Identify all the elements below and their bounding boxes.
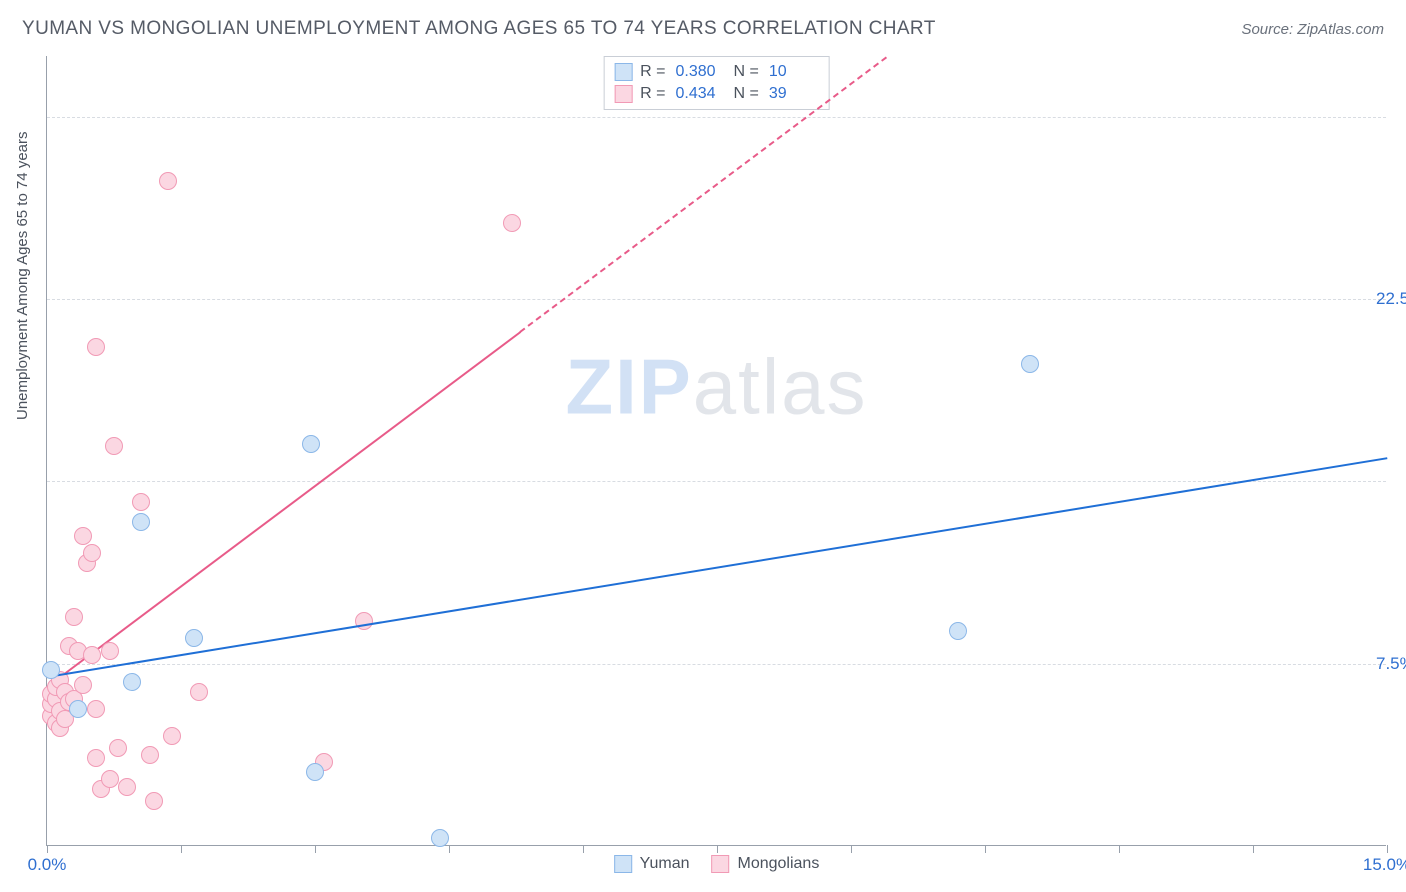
data-point bbox=[145, 792, 163, 810]
legend-label-yuman: Yuman bbox=[640, 855, 690, 873]
swatch-yuman bbox=[614, 63, 632, 81]
data-point bbox=[141, 746, 159, 764]
y-axis-label: Unemployment Among Ages 65 to 74 years bbox=[14, 131, 31, 420]
trend-line bbox=[47, 457, 1387, 678]
data-point bbox=[83, 544, 101, 562]
x-tick-label: 15.0% bbox=[1363, 855, 1406, 875]
legend-item-mongolians: Mongolians bbox=[711, 855, 819, 873]
gridline bbox=[47, 299, 1386, 300]
data-point bbox=[87, 700, 105, 718]
data-point bbox=[83, 646, 101, 664]
x-tick bbox=[1387, 845, 1388, 853]
plot-area: ZIPatlas R = 0.380 N = 10 R = 0.434 N = … bbox=[46, 56, 1386, 846]
gridline bbox=[47, 117, 1386, 118]
data-point bbox=[74, 527, 92, 545]
x-tick bbox=[47, 845, 48, 853]
x-tick bbox=[1119, 845, 1120, 853]
watermark-atlas: atlas bbox=[693, 343, 868, 431]
data-point bbox=[431, 829, 449, 847]
data-point bbox=[118, 778, 136, 796]
data-point bbox=[185, 629, 203, 647]
x-tick bbox=[449, 845, 450, 853]
data-point bbox=[132, 493, 150, 511]
stat-value-r-mongolians: 0.434 bbox=[676, 85, 726, 103]
x-tick bbox=[717, 845, 718, 853]
data-point bbox=[74, 676, 92, 694]
data-point bbox=[69, 700, 87, 718]
source-label: Source: ZipAtlas.com bbox=[1241, 21, 1384, 38]
data-point bbox=[65, 608, 83, 626]
y-tick-label: 7.5% bbox=[1376, 654, 1406, 674]
data-point bbox=[109, 739, 127, 757]
x-tick bbox=[181, 845, 182, 853]
legend-item-yuman: Yuman bbox=[614, 855, 690, 873]
data-point bbox=[123, 673, 141, 691]
data-point bbox=[101, 642, 119, 660]
stat-label-r: R = bbox=[640, 63, 665, 81]
legend-stats: R = 0.380 N = 10 R = 0.434 N = 39 bbox=[603, 56, 830, 110]
x-tick bbox=[315, 845, 316, 853]
data-point bbox=[132, 513, 150, 531]
data-point bbox=[87, 338, 105, 356]
legend-stats-row-mongolians: R = 0.434 N = 39 bbox=[614, 83, 819, 105]
data-point bbox=[1021, 355, 1039, 373]
stat-value-n-mongolians: 39 bbox=[769, 85, 819, 103]
stat-label-r: R = bbox=[640, 85, 665, 103]
gridline bbox=[47, 481, 1386, 482]
watermark: ZIPatlas bbox=[565, 342, 867, 433]
x-tick bbox=[1253, 845, 1254, 853]
data-point bbox=[87, 749, 105, 767]
legend-stats-row-yuman: R = 0.380 N = 10 bbox=[614, 61, 819, 83]
data-point bbox=[306, 763, 324, 781]
swatch-mongolians bbox=[614, 85, 632, 103]
swatch-mongolians bbox=[711, 855, 729, 873]
stat-label-n: N = bbox=[734, 63, 759, 81]
data-point bbox=[355, 612, 373, 630]
data-point bbox=[159, 172, 177, 190]
data-point bbox=[302, 435, 320, 453]
x-tick bbox=[985, 845, 986, 853]
data-point bbox=[949, 622, 967, 640]
trend-line bbox=[46, 331, 521, 688]
legend-label-mongolians: Mongolians bbox=[737, 855, 819, 873]
stat-label-n: N = bbox=[734, 85, 759, 103]
x-tick bbox=[851, 845, 852, 853]
legend-series: Yuman Mongolians bbox=[614, 855, 820, 873]
watermark-zip: ZIP bbox=[565, 343, 692, 431]
data-point bbox=[190, 683, 208, 701]
x-tick bbox=[583, 845, 584, 853]
data-point bbox=[101, 770, 119, 788]
data-point bbox=[163, 727, 181, 745]
x-tick-label: 0.0% bbox=[28, 855, 67, 875]
swatch-yuman bbox=[614, 855, 632, 873]
chart-title: YUMAN VS MONGOLIAN UNEMPLOYMENT AMONG AG… bbox=[22, 18, 936, 40]
data-point bbox=[503, 214, 521, 232]
data-point bbox=[105, 437, 123, 455]
y-tick-label: 22.5% bbox=[1376, 289, 1406, 309]
stat-value-r-yuman: 0.380 bbox=[676, 63, 726, 81]
gridline bbox=[47, 664, 1386, 665]
data-point bbox=[42, 661, 60, 679]
stat-value-n-yuman: 10 bbox=[769, 63, 819, 81]
